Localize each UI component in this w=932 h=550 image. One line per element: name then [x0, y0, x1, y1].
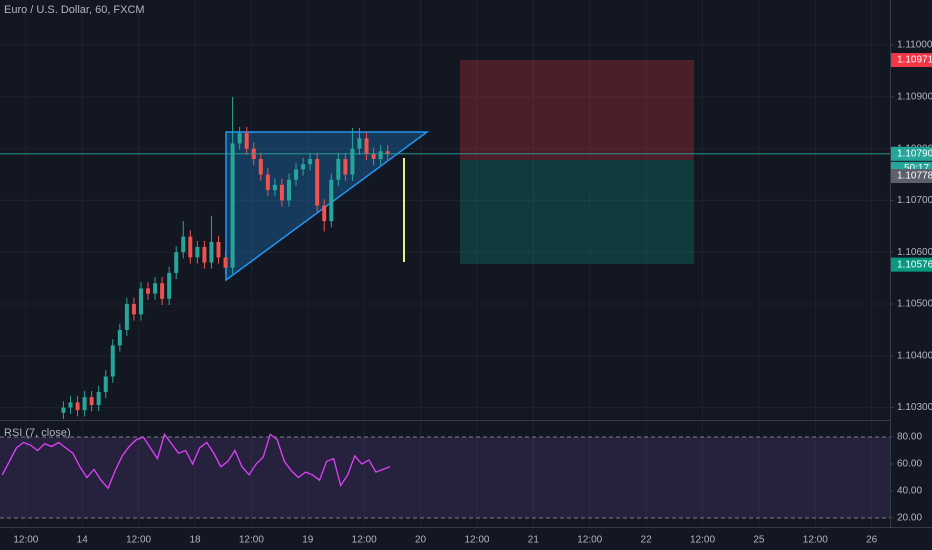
rsi-tick-label: 40.00 — [897, 486, 922, 497]
price-label: 1.10971 — [897, 55, 932, 66]
candle-body — [258, 158, 263, 175]
candle-body — [216, 241, 221, 258]
chart-title: Euro / U.S. Dollar, 60, FXCM — [4, 4, 145, 16]
candle-body — [322, 205, 327, 222]
price-label-bg — [891, 146, 932, 161]
x-tick-label: 14 — [77, 535, 89, 546]
x-tick-label: 12:00 — [577, 535, 602, 546]
countdown: 50:17 — [904, 163, 929, 174]
price-label-bg — [891, 53, 932, 68]
candle-body — [364, 138, 369, 154]
x-tick-label: 12:00 — [690, 535, 715, 546]
candle-body — [146, 288, 151, 294]
candle-body — [138, 288, 143, 315]
x-tick-label: 12:00 — [464, 535, 489, 546]
candle-body — [272, 184, 277, 191]
candle-body — [329, 179, 334, 222]
triangle-pattern — [225, 131, 430, 282]
candle-body — [223, 257, 228, 268]
candle-body — [89, 397, 94, 405]
candle-body — [286, 179, 291, 201]
x-tick-label: 12:00 — [352, 535, 377, 546]
target-zone — [460, 160, 694, 264]
candle-body — [301, 164, 306, 170]
x-tick-label: 12:00 — [126, 535, 151, 546]
stop-zone — [460, 60, 694, 160]
rsi-band-fill — [0, 437, 890, 518]
x-tick-label: 26 — [866, 535, 878, 546]
marks — [0, 96, 890, 490]
candle-body — [230, 143, 235, 268]
candle-body — [294, 169, 299, 180]
candle-body — [357, 138, 362, 149]
candle-body — [385, 151, 390, 154]
rsi-tick-label: 60.00 — [897, 459, 922, 470]
candle-body — [68, 402, 73, 408]
candle-body — [279, 184, 284, 201]
y-tick-label: 1.10500 — [897, 299, 932, 310]
candle-body — [237, 133, 242, 144]
candle-body — [378, 151, 383, 159]
grid — [0, 0, 890, 527]
candle-body — [265, 174, 270, 191]
rsi-line — [1, 432, 391, 490]
price-label-bg — [891, 257, 932, 272]
candle-body — [181, 236, 186, 253]
candle-body — [244, 133, 249, 149]
x-tick-label: 22 — [641, 535, 653, 546]
x-tick-label: 12:00 — [239, 535, 264, 546]
y-tick-label: 1.11000 — [897, 40, 932, 51]
x-tick-label: 12:00 — [803, 535, 828, 546]
candle-body — [209, 241, 214, 263]
candle-body — [308, 158, 313, 165]
candle-body — [96, 392, 101, 405]
candle-body — [195, 247, 200, 258]
candle-body — [202, 247, 207, 263]
price-label-bg — [891, 169, 932, 184]
x-tick-label: 12:00 — [13, 535, 38, 546]
y-tick-label: 1.10400 — [897, 350, 932, 361]
candle-body — [371, 153, 376, 159]
candle-body — [75, 402, 80, 411]
candle-body — [61, 407, 66, 413]
rsi-title: RSI (7, close) — [4, 427, 71, 439]
x-tick-label: 20 — [415, 535, 427, 546]
rsi-tick-label: 80.00 — [897, 432, 922, 443]
candle-body — [117, 329, 122, 346]
candle-body — [153, 283, 158, 294]
candle-body — [160, 283, 165, 299]
candle-body — [336, 158, 341, 180]
x-tick-label: 25 — [753, 535, 765, 546]
candle-body — [110, 345, 115, 377]
y-tick-label: 1.10600 — [897, 247, 932, 258]
candle-body — [124, 303, 129, 330]
y-tick-label: 1.10900 — [897, 91, 932, 102]
candle-body — [350, 148, 355, 175]
candle-body — [343, 158, 348, 175]
candle-body — [315, 158, 320, 206]
x-tick-label: 18 — [189, 535, 201, 546]
y-tick-label: 1.10300 — [897, 402, 932, 413]
candle-body — [188, 236, 193, 258]
x-tick-label: 19 — [302, 535, 314, 546]
candle-body — [131, 303, 136, 315]
y-tick-label: 1.10700 — [897, 195, 932, 206]
price-label: 1.10576 — [897, 259, 932, 270]
candle-body — [82, 397, 87, 411]
rsi-tick-label: 20.00 — [897, 513, 922, 524]
x-tick-label: 21 — [528, 535, 540, 546]
candle-body — [174, 252, 179, 273]
candle-body — [103, 376, 108, 393]
candle-body — [167, 272, 172, 299]
price-label: 1.10778 — [897, 171, 932, 182]
price-label: 1.10790 — [897, 148, 932, 159]
